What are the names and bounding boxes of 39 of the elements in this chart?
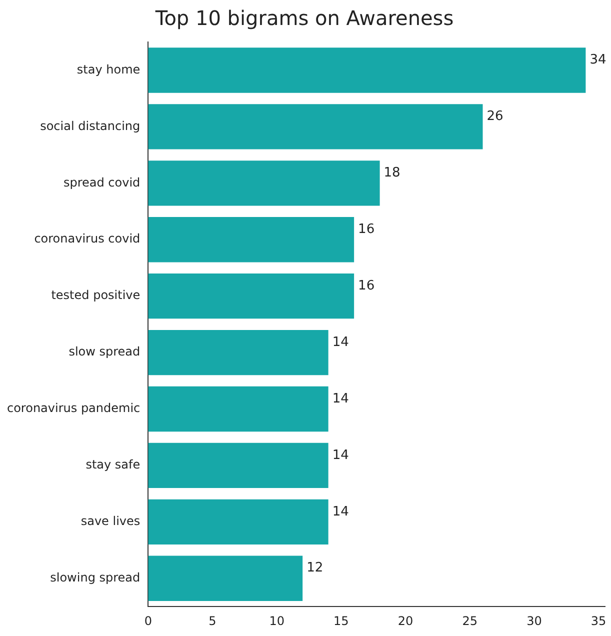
bar	[148, 104, 483, 150]
y-tick-label: social distancing	[40, 118, 140, 133]
data-label: 34	[590, 52, 606, 68]
x-tick-label: 10	[269, 614, 284, 628]
y-tick-label: coronavirus covid	[34, 232, 140, 246]
y-tick-label: tested positive	[51, 288, 140, 302]
bar	[148, 48, 586, 93]
y-tick-label: stay safe	[86, 458, 140, 472]
bar	[148, 160, 380, 206]
data-label: 14	[332, 504, 349, 520]
y-tick-label: save lives	[80, 514, 140, 528]
y-tick-label: slow spread	[68, 344, 140, 359]
data-label: 14	[332, 448, 349, 463]
chart-title: Top 10 bigrams on Awareness	[154, 6, 454, 30]
bar	[148, 330, 328, 376]
bar	[148, 386, 328, 432]
x-tick-label: 15	[334, 614, 349, 628]
y-tick-label: stay home	[76, 62, 140, 76]
x-tick-label: 30	[526, 614, 542, 628]
data-label: 16	[358, 222, 375, 237]
data-label: 12	[306, 560, 324, 576]
x-tick-label: 35	[590, 614, 606, 628]
bar	[148, 499, 328, 544]
data-label: 26	[486, 109, 504, 124]
bar	[148, 442, 328, 488]
x-tick-label: 0	[144, 614, 152, 628]
y-tick-label: slowing spread	[50, 570, 140, 584]
y-tick-label: coronavirus pandemic	[6, 401, 140, 416]
data-label: 14	[332, 391, 349, 406]
data-label: 14	[332, 334, 349, 350]
data-label: 18	[384, 166, 400, 181]
bar	[148, 273, 354, 319]
x-tick-label: 25	[462, 614, 478, 628]
y-tick-label: spread covid	[63, 175, 140, 190]
bar	[148, 217, 354, 262]
x-tick-label: 20	[398, 614, 414, 628]
bar	[148, 556, 303, 601]
x-tick-label: 5	[208, 614, 216, 628]
data-label: 16	[358, 278, 375, 294]
